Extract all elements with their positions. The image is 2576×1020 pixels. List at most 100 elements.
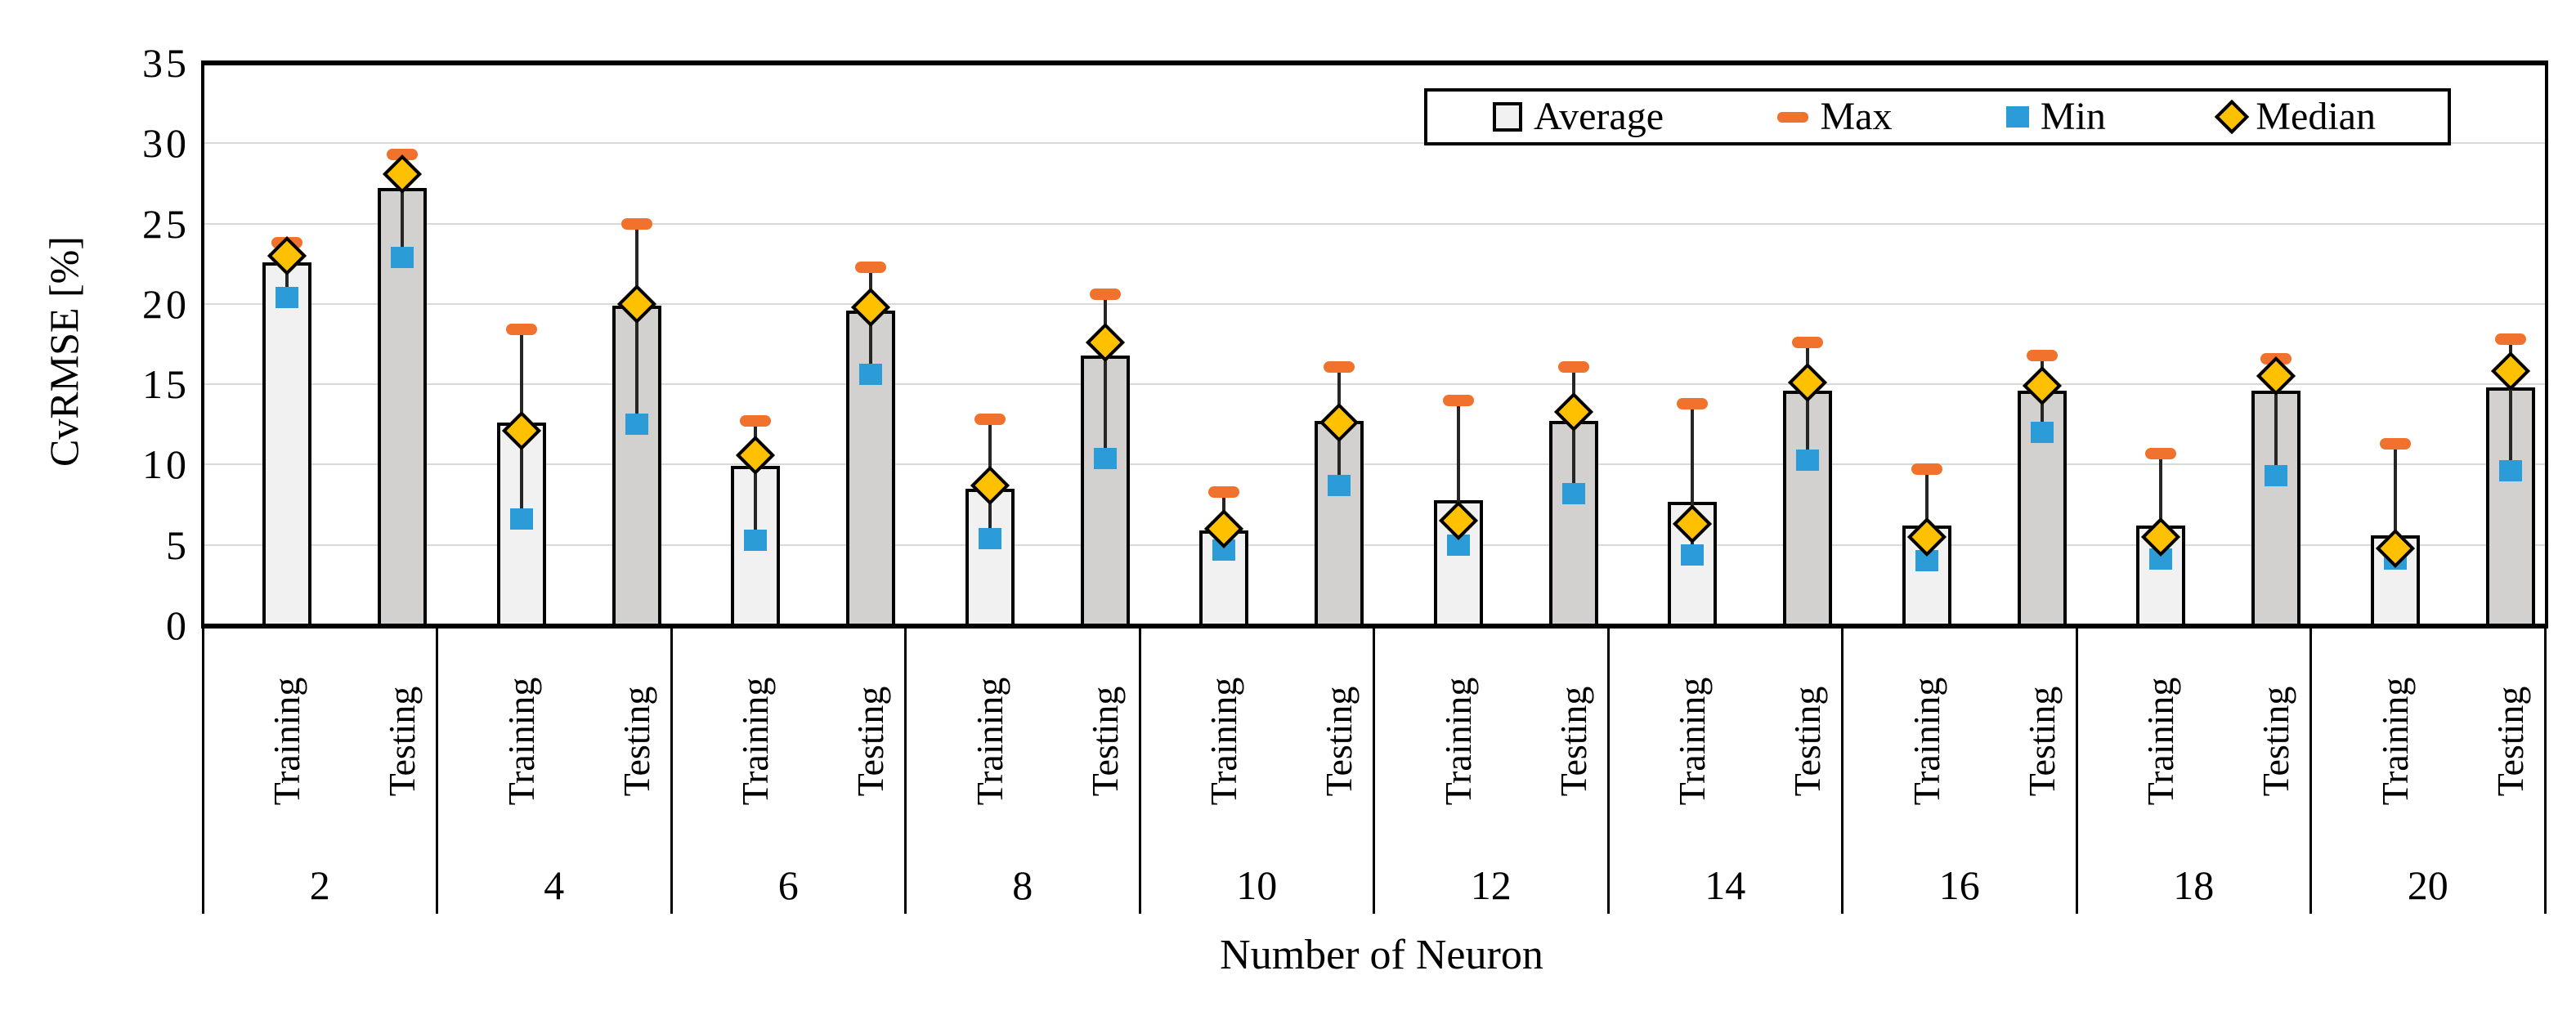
whisker-testing-4	[634, 223, 638, 425]
category-separator	[1373, 625, 1375, 914]
whisker-testing-8	[1103, 294, 1107, 459]
max-marker-testing-10	[1324, 360, 1355, 373]
x-tick-training-20: Training	[2373, 677, 2416, 806]
max-marker-training-18	[2145, 447, 2176, 459]
whisker-testing-2	[401, 154, 404, 257]
gridline-30	[203, 142, 2545, 145]
x-group-label-14: 14	[1705, 862, 1746, 908]
category-separator	[1606, 625, 1610, 914]
y-tick-label-5: 5	[166, 521, 190, 568]
category-separator	[2075, 625, 2078, 914]
x-group-label-8: 8	[1012, 862, 1033, 908]
max-marker-training-14	[1677, 397, 1708, 409]
min-marker-testing-4	[625, 414, 648, 436]
max-marker-testing-20	[2494, 333, 2526, 346]
legend-item-average: Average	[1493, 96, 1664, 138]
category-separator	[2309, 625, 2312, 914]
min-marker-testing-12	[1561, 482, 1585, 504]
category-separator	[904, 625, 907, 914]
legend-item-max: Max	[1777, 96, 1892, 138]
x-tick-training-12: Training	[1436, 677, 1479, 806]
legend-label-min: Min	[2040, 95, 2106, 138]
max-marker-testing-4	[620, 217, 652, 230]
bar-testing-8	[1080, 355, 1130, 627]
whisker-training-6	[754, 421, 757, 540]
max-marker-testing-14	[1792, 337, 1823, 349]
min-marker-testing-20	[2498, 460, 2522, 482]
max-marker-testing-12	[1557, 360, 1589, 373]
whisker-training-18	[2159, 453, 2162, 560]
min-marker-training-14	[1681, 544, 1704, 566]
category-separator	[1841, 625, 1844, 914]
min-marker-testing-18	[2265, 465, 2287, 487]
max-marker-testing-8	[1089, 289, 1121, 301]
x-axis-title: Number of Neuron	[1220, 932, 1543, 978]
x-group-label-20: 20	[2407, 862, 2448, 908]
x-group-label-4: 4	[544, 862, 565, 908]
legend-item-median: Median	[2215, 95, 2376, 138]
x-tick-training-4: Training	[500, 677, 542, 806]
min-marker-testing-6	[859, 364, 882, 386]
median-marker-testing-20	[2490, 351, 2530, 391]
x-group-label-2: 2	[309, 862, 330, 908]
y-tick-label-0: 0	[166, 602, 190, 648]
category-separator	[1138, 625, 1141, 914]
y-tick-label-20: 20	[142, 280, 190, 327]
x-group-label-12: 12	[1470, 862, 1512, 908]
whisker-training-14	[1691, 403, 1694, 555]
min-square-icon	[2005, 106, 2029, 128]
max-dash-icon	[1777, 111, 1809, 123]
category-separator	[436, 625, 438, 914]
x-tick-testing-16: Testing	[2020, 686, 2063, 797]
median-diamond-icon	[2215, 99, 2250, 135]
x-tick-testing-14: Testing	[1786, 686, 1828, 797]
y-tick-label-15: 15	[142, 361, 190, 408]
min-marker-testing-2	[391, 246, 414, 268]
y-tick-label-25: 25	[142, 200, 190, 247]
x-tick-training-18: Training	[2139, 677, 2181, 806]
x-group-label-10: 10	[1236, 862, 1278, 908]
x-tick-testing-20: Testing	[2489, 686, 2531, 797]
x-tick-testing-6: Testing	[849, 686, 891, 797]
category-separator	[201, 625, 204, 914]
max-marker-training-6	[740, 415, 771, 427]
x-group-label-18: 18	[2173, 862, 2215, 908]
legend-label-max: Max	[1820, 95, 1893, 138]
x-group-label-6: 6	[777, 862, 799, 908]
category-separator	[670, 625, 673, 914]
whisker-training-20	[2393, 443, 2397, 560]
gridline-20	[203, 302, 2545, 305]
legend-label-average: Average	[1534, 95, 1664, 138]
max-marker-testing-6	[855, 261, 886, 273]
y-tick-label-30: 30	[142, 120, 190, 167]
bar-training-2	[262, 262, 311, 627]
y-tick-label-35: 35	[142, 40, 190, 86]
whisker-testing-18	[2274, 358, 2278, 476]
max-marker-training-20	[2379, 437, 2411, 450]
legend-label-median: Median	[2256, 95, 2376, 138]
min-marker-testing-8	[1093, 447, 1117, 469]
gridline-15	[203, 383, 2545, 386]
min-marker-training-8	[978, 527, 1001, 549]
x-tick-testing-4: Testing	[615, 686, 657, 797]
x-tick-training-6: Training	[734, 677, 776, 806]
y-tick-label-10: 10	[142, 441, 190, 488]
x-tick-testing-2: Testing	[381, 686, 423, 797]
min-marker-testing-10	[1328, 474, 1351, 496]
min-marker-training-2	[276, 286, 298, 308]
x-tick-training-16: Training	[1905, 677, 1947, 806]
bar-testing-4	[612, 305, 661, 627]
gridline-10	[203, 463, 2545, 466]
max-marker-training-4	[505, 324, 537, 336]
max-marker-training-10	[1208, 485, 1239, 498]
gridline-25	[203, 222, 2545, 225]
whisker-training-16	[1924, 469, 1929, 561]
whisker-training-12	[1456, 400, 1460, 545]
max-marker-training-8	[974, 414, 1006, 426]
gridline-5	[203, 544, 2545, 546]
x-tick-training-14: Training	[1671, 677, 1713, 806]
min-marker-testing-16	[2030, 422, 2054, 444]
legend: Average Max Min Median	[1424, 88, 2451, 145]
x-tick-testing-18: Testing	[2255, 686, 2296, 797]
